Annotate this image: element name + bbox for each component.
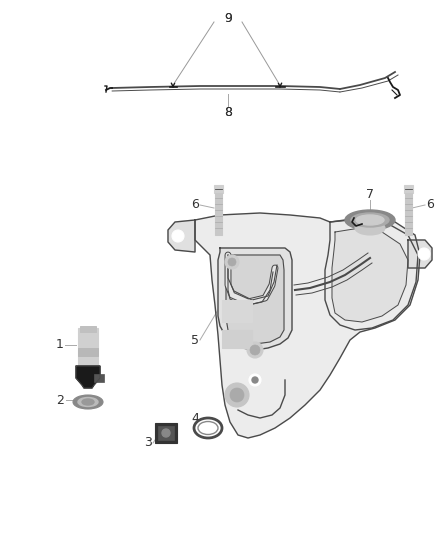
Bar xyxy=(94,374,104,382)
Text: 6: 6 xyxy=(191,198,199,212)
Polygon shape xyxy=(168,220,195,252)
Ellipse shape xyxy=(345,210,395,230)
Bar xyxy=(155,423,177,443)
Ellipse shape xyxy=(73,395,103,409)
Circle shape xyxy=(250,345,260,355)
Polygon shape xyxy=(195,213,420,438)
Text: 9: 9 xyxy=(224,12,232,25)
Bar xyxy=(213,185,223,193)
Circle shape xyxy=(418,248,430,260)
Bar xyxy=(78,328,98,366)
Circle shape xyxy=(172,230,184,242)
Text: 4: 4 xyxy=(191,411,199,424)
Polygon shape xyxy=(218,248,292,350)
Ellipse shape xyxy=(82,399,94,405)
Text: 2: 2 xyxy=(56,393,64,407)
Text: 1: 1 xyxy=(56,338,64,351)
Circle shape xyxy=(225,255,239,269)
Ellipse shape xyxy=(355,221,385,235)
Text: 5: 5 xyxy=(191,334,199,346)
Ellipse shape xyxy=(351,213,389,227)
Circle shape xyxy=(225,383,249,407)
Circle shape xyxy=(247,342,263,358)
Polygon shape xyxy=(76,366,100,388)
Bar xyxy=(403,185,413,193)
Text: 9: 9 xyxy=(224,12,232,25)
Circle shape xyxy=(228,258,236,266)
Text: 6: 6 xyxy=(426,198,434,212)
Ellipse shape xyxy=(356,215,384,225)
Bar xyxy=(222,300,252,322)
Bar xyxy=(222,330,252,348)
Circle shape xyxy=(230,388,244,402)
Text: 8: 8 xyxy=(224,106,232,118)
Polygon shape xyxy=(325,218,418,330)
Text: 3: 3 xyxy=(144,437,152,449)
Polygon shape xyxy=(408,240,432,268)
Circle shape xyxy=(249,374,261,386)
Circle shape xyxy=(252,377,258,383)
Bar xyxy=(405,193,411,235)
Ellipse shape xyxy=(78,398,98,407)
Text: 7: 7 xyxy=(366,189,374,201)
Polygon shape xyxy=(332,228,408,322)
Bar xyxy=(78,348,98,356)
Bar xyxy=(80,326,96,332)
Bar xyxy=(215,193,222,235)
Text: 8: 8 xyxy=(224,106,232,118)
Polygon shape xyxy=(226,255,284,344)
Circle shape xyxy=(162,429,170,437)
Bar xyxy=(158,426,174,440)
